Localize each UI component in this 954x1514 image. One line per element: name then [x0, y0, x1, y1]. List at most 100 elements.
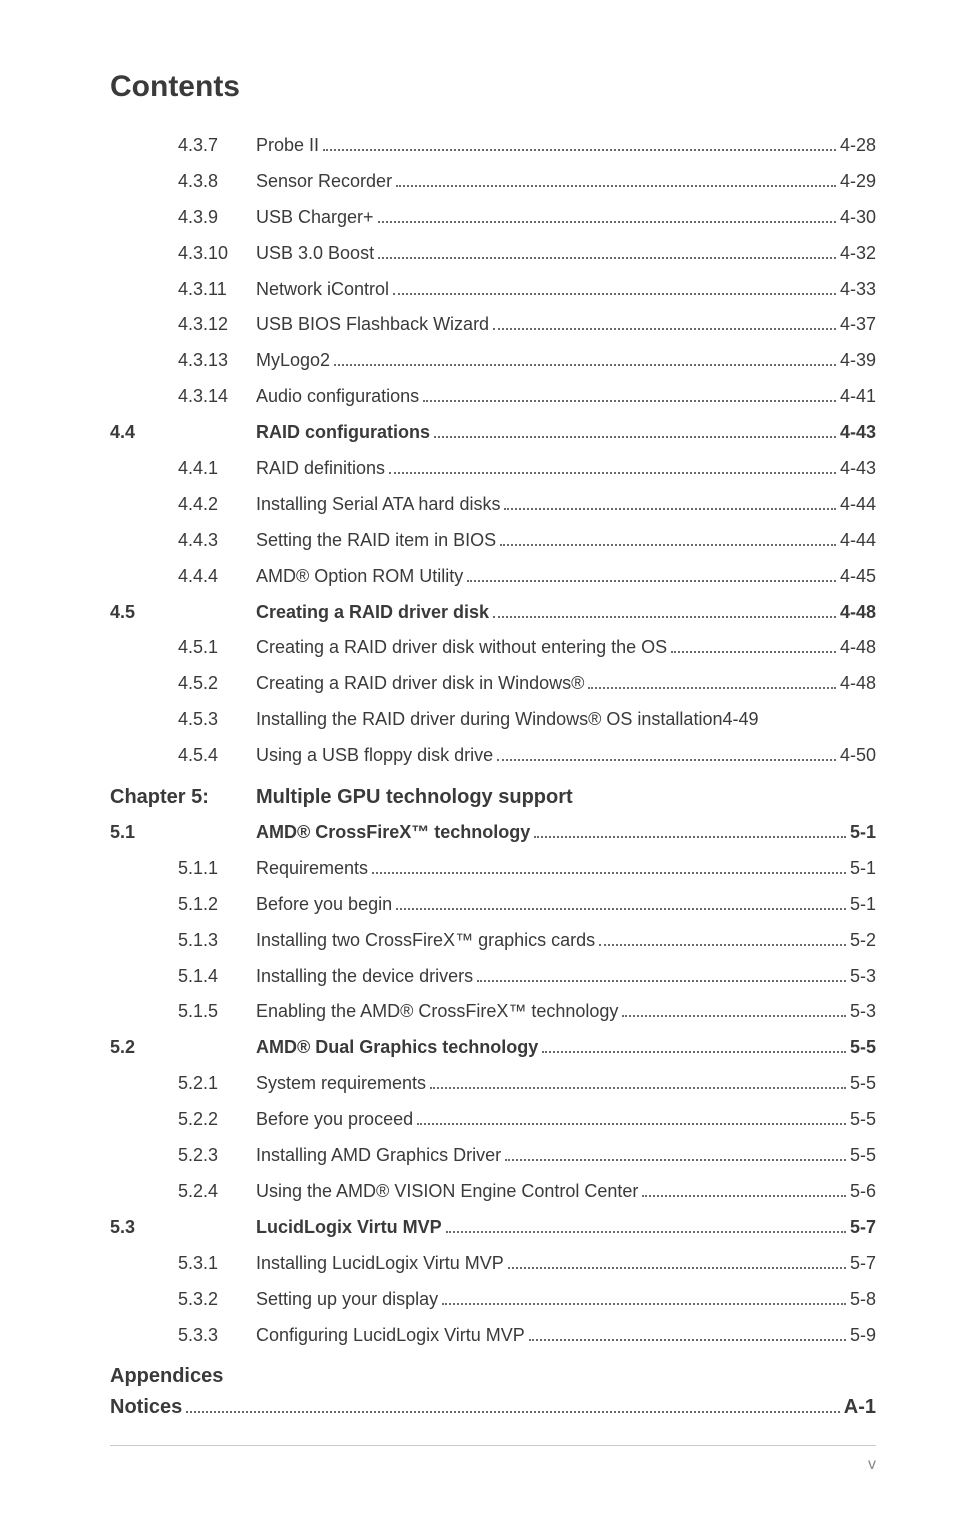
toc-entry: MyLogo2 4-39 [256, 347, 876, 375]
toc-subsection-number: 5.2.1 [178, 1070, 256, 1098]
toc-item-row: 5.1.4Installing the device drivers5-3 [110, 963, 876, 991]
toc-page-ref: 4-50 [840, 742, 876, 770]
toc-section-number: 5.2 [110, 1034, 178, 1062]
leader-dots [186, 1411, 840, 1413]
chapter-title: Multiple GPU technology support [256, 786, 573, 809]
toc-entry-text: AMD® Option ROM Utility [256, 563, 463, 591]
toc-subsection-number: 4.3.9 [178, 204, 256, 232]
leader-dots [423, 400, 836, 402]
toc-entry-text: Creating a RAID driver disk in Windows® [256, 670, 584, 698]
toc-entry: Sensor Recorder4-29 [256, 168, 876, 196]
toc-item-row: 4.4.4AMD® Option ROM Utility4-45 [110, 563, 876, 591]
toc-entry-text: AMD® CrossFireX™ technology [256, 819, 530, 847]
toc-subsection-number: 4.5.4 [178, 742, 256, 770]
toc-entry: Installing the RAID driver during Window… [256, 706, 876, 734]
toc-entry: Installing AMD Graphics Driver5-5 [256, 1142, 876, 1170]
toc-entry: RAID definitions4-43 [256, 455, 876, 483]
toc-section-number: 4.5 [110, 599, 178, 627]
toc-entry-text: Installing the device drivers [256, 963, 473, 991]
toc-subsection-number: 4.4.1 [178, 455, 256, 483]
toc-entry: Installing the device drivers5-3 [256, 963, 876, 991]
toc-entry: Creating a RAID driver disk in Windows®4… [256, 670, 876, 698]
leader-dots [434, 436, 836, 438]
toc-subsection-number: 5.1.5 [178, 998, 256, 1026]
toc-item-row: 5.3.2Setting up your display5-8 [110, 1286, 876, 1314]
toc-entry: Installing LucidLogix Virtu MVP 5-7 [256, 1250, 876, 1278]
toc-subsection-number: 4.5.2 [178, 670, 256, 698]
notices-row: NoticesA-1 [110, 1396, 876, 1419]
toc-entry-text: Installing two CrossFireX™ graphics card… [256, 927, 595, 955]
toc-subsection-number: 5.3.1 [178, 1250, 256, 1278]
leader-dots [389, 472, 836, 474]
leader-dots [500, 544, 836, 546]
toc-page-ref: 4-32 [840, 240, 876, 268]
toc-page-ref: 4-41 [840, 383, 876, 411]
toc-subsection-number: 5.1.2 [178, 891, 256, 919]
toc-entry: Configuring LucidLogix Virtu MVP5-9 [256, 1322, 876, 1350]
toc-section-row: 5.2 AMD® Dual Graphics technology5-5 [110, 1034, 876, 1062]
toc-page-ref: 4-49 [722, 706, 758, 734]
toc-subsection-number: 5.1.1 [178, 855, 256, 883]
toc-subsection-number: 4.3.11 [178, 276, 256, 304]
toc-entry: Audio configurations 4-41 [256, 383, 876, 411]
toc-entry: Creating a RAID driver disk4-48 [256, 599, 876, 627]
toc-item-row: 4.3.8Sensor Recorder4-29 [110, 168, 876, 196]
toc-entry: AMD® Dual Graphics technology5-5 [256, 1034, 876, 1062]
toc-page-ref: 4-44 [840, 527, 876, 555]
leader-dots [529, 1339, 846, 1341]
toc-subsection-number: 5.1.3 [178, 927, 256, 955]
toc-entry-text: Setting up your display [256, 1286, 438, 1314]
toc-entry-text: MyLogo2 [256, 347, 330, 375]
toc-subsection-number: 4.4.4 [178, 563, 256, 591]
leader-dots [393, 293, 836, 295]
toc-entry: RAID configurations4-43 [256, 419, 876, 447]
toc-item-row: 4.3.10USB 3.0 Boost4-32 [110, 240, 876, 268]
toc-page-ref: A-1 [844, 1396, 876, 1419]
toc-entry-text: Audio configurations [256, 383, 419, 411]
toc-subsection-number: 4.3.10 [178, 240, 256, 268]
toc-item-row: 5.1.3Installing two CrossFireX™ graphics… [110, 927, 876, 955]
toc-page-ref: 5-8 [850, 1286, 876, 1314]
toc-item-row: 4.4.3Setting the RAID item in BIOS4-44 [110, 527, 876, 555]
toc-entry-text: Installing the RAID driver during Window… [256, 706, 722, 734]
toc-page-ref: 5-2 [850, 927, 876, 955]
toc-subsection-number: 5.2.3 [178, 1142, 256, 1170]
chapter-heading: Chapter 5:Multiple GPU technology suppor… [110, 786, 876, 809]
toc-entry: Installing Serial ATA hard disks4-44 [256, 491, 876, 519]
leader-dots [504, 508, 836, 510]
toc-page-ref: 5-7 [850, 1250, 876, 1278]
toc-entry-text: Installing LucidLogix Virtu MVP [256, 1250, 504, 1278]
toc-subsection-number: 4.3.7 [178, 132, 256, 160]
toc-item-row: 5.1.5Enabling the AMD® CrossFireX™ techn… [110, 998, 876, 1026]
toc-page-ref: 4-43 [840, 419, 876, 447]
leader-dots [671, 651, 836, 653]
toc-page-ref: 5-1 [850, 855, 876, 883]
toc-entry: LucidLogix Virtu MVP5-7 [256, 1214, 876, 1242]
page: Contents 4.3.7Probe II4-284.3.8Sensor Re… [0, 0, 954, 1514]
leader-dots [446, 1231, 846, 1233]
toc-entry-text: Probe II [256, 132, 319, 160]
leader-dots [477, 980, 846, 982]
toc-entry-text: Configuring LucidLogix Virtu MVP [256, 1322, 525, 1350]
toc-entry-text: USB BIOS Flashback Wizard [256, 311, 489, 339]
toc-page-ref: 4-28 [840, 132, 876, 160]
toc-entry: Setting up your display 5-8 [256, 1286, 876, 1314]
toc-entry: Network iControl4-33 [256, 276, 876, 304]
toc-subsection-number: 5.2.2 [178, 1106, 256, 1134]
toc-entry-text: AMD® Dual Graphics technology [256, 1034, 538, 1062]
toc-entry: USB Charger+4-30 [256, 204, 876, 232]
toc-entry-text: System requirements [256, 1070, 426, 1098]
toc-item-row: 4.3.9USB Charger+4-30 [110, 204, 876, 232]
toc-page-ref: 4-39 [840, 347, 876, 375]
toc-item-row: 4.3.12USB BIOS Flashback Wizard4-37 [110, 311, 876, 339]
toc-entry: System requirements5-5 [256, 1070, 876, 1098]
toc-page-ref: 4-44 [840, 491, 876, 519]
toc-section-row: 5.3 LucidLogix Virtu MVP5-7 [110, 1214, 876, 1242]
toc-entry-text: Installing AMD Graphics Driver [256, 1142, 501, 1170]
toc-item-row: 5.2.3Installing AMD Graphics Driver5-5 [110, 1142, 876, 1170]
toc-item-row: 4.5.3Installing the RAID driver during W… [110, 706, 876, 734]
toc-item-row: 5.3.3Configuring LucidLogix Virtu MVP5-9 [110, 1322, 876, 1350]
toc-entry-text: Creating a RAID driver disk [256, 599, 489, 627]
toc-section-number: 5.3 [110, 1214, 178, 1242]
toc-item-row: 4.5.2Creating a RAID driver disk in Wind… [110, 670, 876, 698]
